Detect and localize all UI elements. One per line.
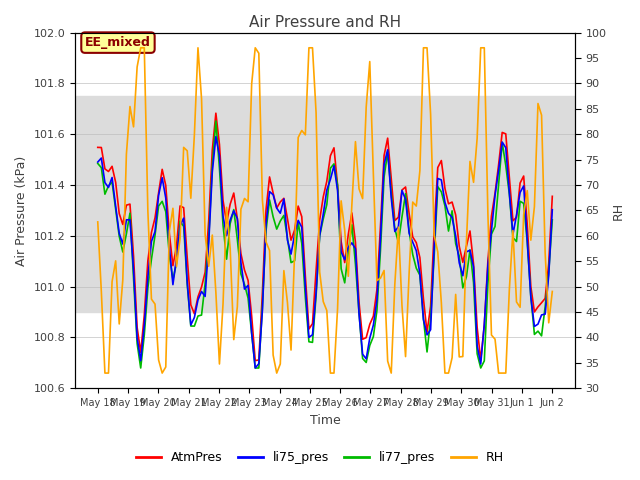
Legend: AtmPres, li75_pres, li77_pres, RH: AtmPres, li75_pres, li77_pres, RH — [131, 446, 509, 469]
Text: EE_mixed: EE_mixed — [85, 36, 151, 49]
X-axis label: Time: Time — [310, 414, 340, 427]
Bar — [75, 96, 575, 312]
Y-axis label: RH: RH — [612, 202, 625, 219]
Y-axis label: Air Pressure (kPa): Air Pressure (kPa) — [15, 156, 28, 265]
Title: Air Pressure and RH: Air Pressure and RH — [249, 15, 401, 30]
